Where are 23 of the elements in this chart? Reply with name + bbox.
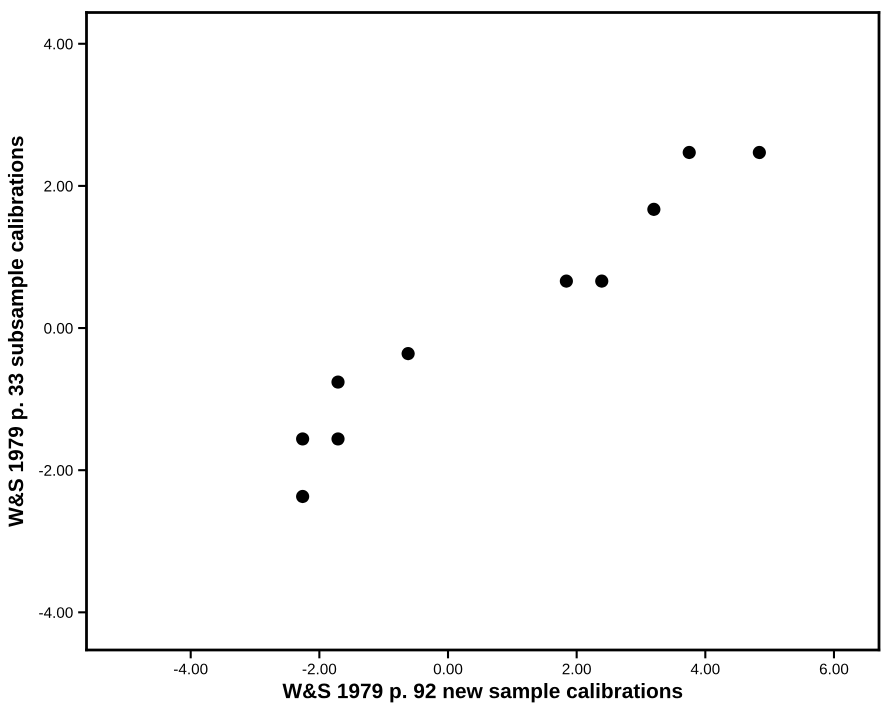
y-tick-label: 4.00 bbox=[44, 38, 73, 50]
point bbox=[296, 432, 310, 446]
x-tick-label: -2.00 bbox=[302, 664, 336, 674]
x-tick-label: -4.00 bbox=[174, 664, 208, 674]
point bbox=[560, 274, 573, 288]
y-tick-label: 0.00 bbox=[44, 322, 73, 334]
x-tick-label: 0.00 bbox=[434, 664, 462, 674]
point bbox=[752, 146, 766, 160]
x-tick-label: 6.00 bbox=[820, 664, 848, 674]
point bbox=[647, 202, 660, 216]
point bbox=[331, 432, 345, 446]
point bbox=[402, 347, 415, 360]
point bbox=[331, 375, 345, 389]
x-axis-title: W&S 1979 p. 92 new sample calibrations bbox=[282, 682, 682, 702]
x-tick-label: 2.00 bbox=[562, 664, 591, 674]
y-axis-title: W&S 1979 p. 33 subsample calibrations bbox=[8, 136, 28, 527]
point bbox=[595, 274, 608, 288]
y-tick-label: 2.00 bbox=[44, 180, 73, 192]
y-tick-label: -2.00 bbox=[39, 465, 73, 476]
point bbox=[296, 490, 310, 504]
x-tick-label: 4.00 bbox=[690, 664, 720, 674]
point bbox=[682, 146, 696, 160]
y-tick-label: -4.00 bbox=[39, 607, 73, 618]
